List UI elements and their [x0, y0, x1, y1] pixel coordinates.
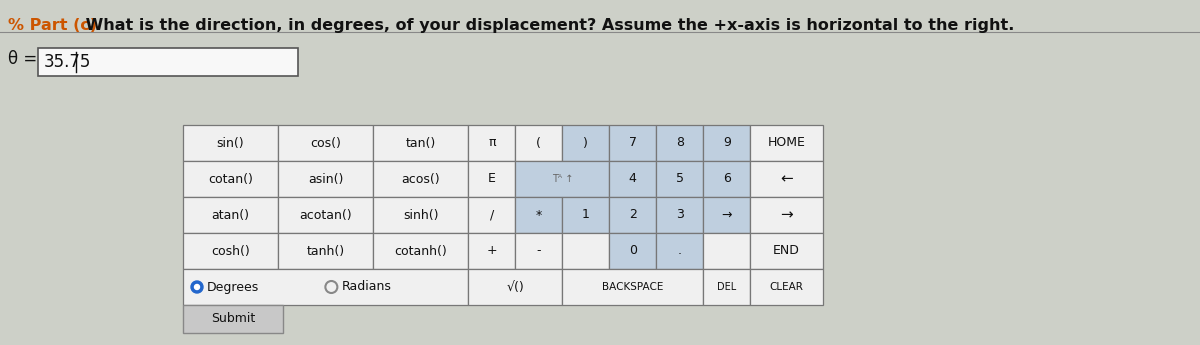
Text: 2: 2 [629, 208, 637, 221]
Text: 1: 1 [582, 208, 589, 221]
Text: *: * [535, 208, 542, 221]
Bar [563, 233, 610, 269]
Bar [703, 161, 750, 197]
Text: sin(): sin() [217, 137, 245, 149]
Text: 0: 0 [629, 245, 637, 257]
Bar [278, 197, 373, 233]
Text: cos(): cos() [311, 137, 341, 149]
Text: ): ) [583, 137, 588, 149]
Bar [656, 197, 703, 233]
Bar [278, 125, 373, 161]
Bar [468, 161, 515, 197]
Bar [182, 305, 283, 333]
Text: π: π [488, 137, 496, 149]
Bar [750, 269, 823, 305]
Text: acos(): acos() [402, 172, 440, 186]
Bar [610, 161, 656, 197]
Text: END: END [773, 245, 800, 257]
Text: 3: 3 [676, 208, 684, 221]
Text: tan(): tan() [406, 137, 436, 149]
Text: DEL: DEL [718, 282, 737, 292]
Bar [182, 233, 278, 269]
Bar [610, 125, 656, 161]
Bar [750, 125, 823, 161]
Text: 35.75: 35.75 [44, 53, 91, 71]
Bar [182, 197, 278, 233]
Text: -: - [536, 245, 541, 257]
Bar [373, 233, 468, 269]
Bar [373, 125, 468, 161]
Text: 8: 8 [676, 137, 684, 149]
Bar [515, 161, 610, 197]
Text: What is the direction, in degrees, of your displacement? Assume the +x-axis is h: What is the direction, in degrees, of yo… [80, 18, 1014, 33]
Bar [182, 125, 278, 161]
Text: θ =: θ = [8, 50, 37, 68]
Text: cotanh(): cotanh() [395, 245, 448, 257]
Bar [515, 233, 563, 269]
Text: 4: 4 [629, 172, 637, 186]
Bar [563, 197, 610, 233]
Bar [515, 197, 563, 233]
Bar [610, 197, 656, 233]
Bar [468, 125, 515, 161]
Bar [278, 233, 373, 269]
Text: 6: 6 [722, 172, 731, 186]
Text: 5: 5 [676, 172, 684, 186]
Bar [468, 197, 515, 233]
Bar [182, 269, 468, 305]
Bar [563, 269, 703, 305]
Text: ←: ← [780, 171, 793, 187]
Text: →: → [780, 207, 793, 223]
Bar [750, 161, 823, 197]
Text: (: ( [536, 137, 541, 149]
Circle shape [325, 281, 337, 293]
Text: sinh(): sinh() [403, 208, 438, 221]
Text: 9: 9 [722, 137, 731, 149]
Bar [703, 269, 750, 305]
Bar [468, 233, 515, 269]
Text: Submit: Submit [211, 313, 256, 325]
Bar [703, 125, 750, 161]
Bar [373, 197, 468, 233]
Text: atan(): atan() [211, 208, 250, 221]
Text: CLEAR: CLEAR [769, 282, 804, 292]
Bar [656, 125, 703, 161]
Text: HOME: HOME [768, 137, 805, 149]
Text: Degrees: Degrees [208, 280, 259, 294]
Bar [278, 161, 373, 197]
Text: Tᴬ ↑: Tᴬ ↑ [552, 174, 572, 184]
Text: acotan(): acotan() [299, 208, 352, 221]
Bar [468, 269, 563, 305]
Bar [182, 161, 278, 197]
Bar [373, 161, 468, 197]
Text: cosh(): cosh() [211, 245, 250, 257]
Bar [703, 197, 750, 233]
Bar [703, 233, 750, 269]
Text: Radians: Radians [341, 280, 391, 294]
Text: +: + [486, 245, 497, 257]
Text: →: → [721, 208, 732, 221]
Text: /: / [490, 208, 494, 221]
Bar [38, 48, 298, 76]
Text: cotan(): cotan() [208, 172, 253, 186]
Bar [656, 161, 703, 197]
Text: E: E [488, 172, 496, 186]
Circle shape [191, 281, 203, 293]
Text: √(): √() [506, 280, 524, 294]
Bar [515, 125, 563, 161]
Bar [750, 197, 823, 233]
Text: 7: 7 [629, 137, 637, 149]
Text: .: . [678, 245, 682, 257]
Text: tanh(): tanh() [306, 245, 344, 257]
Text: % Part (c): % Part (c) [8, 18, 97, 33]
Text: asin(): asin() [308, 172, 343, 186]
Bar [656, 233, 703, 269]
Bar [610, 233, 656, 269]
Bar [563, 125, 610, 161]
Bar [750, 233, 823, 269]
Circle shape [194, 285, 199, 289]
Text: BACKSPACE: BACKSPACE [602, 282, 664, 292]
